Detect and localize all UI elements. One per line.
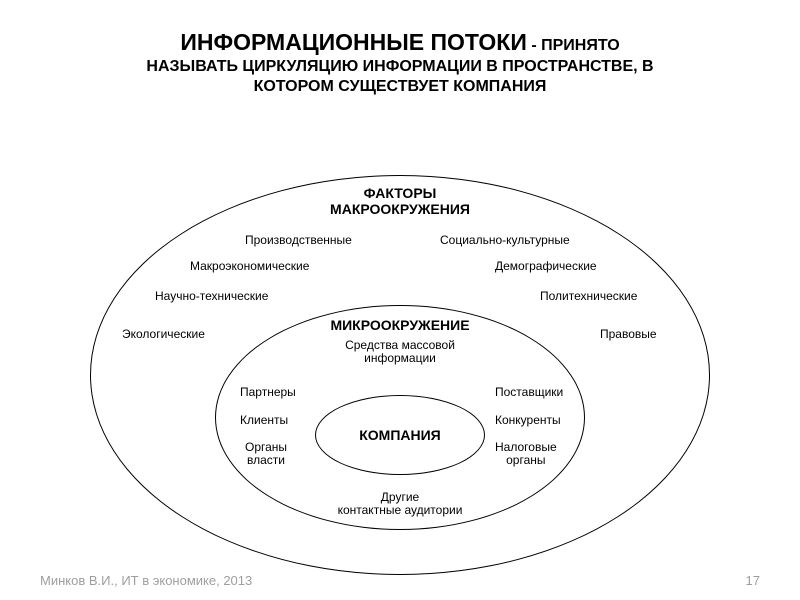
micro-left-3: власти (247, 453, 285, 467)
macro-title-l1: ФАКТОРЫ (364, 185, 437, 201)
micro-bottom-l2: контактные аудитории (338, 503, 463, 517)
title-sub-1: - ПРИНЯТО (527, 37, 620, 54)
macro-left-3: Экологические (122, 327, 205, 341)
title-sub-2: НАЗЫВАТЬ ЦИРКУЛЯЦИЮ ИНФОРМАЦИИ В ПРОСТРА… (146, 58, 653, 75)
micro-sub-l2: информации (364, 351, 436, 365)
macro-right-3: Правовые (600, 327, 657, 341)
micro-right-23: Налоговые органы (495, 441, 557, 467)
footer-left: Минков В.И., ИТ в экономике, 2013 (40, 573, 252, 588)
micro-right-1: Конкуренты (495, 413, 561, 427)
macro-right-1: Демографические (495, 259, 597, 273)
title-sub-3: КОТОРОМ СУЩЕСТВУЕТ КОМПАНИЯ (254, 78, 547, 95)
footer-right: 17 (746, 573, 760, 588)
macro-left-1: Макроэкономические (190, 259, 309, 273)
micro-right-3: органы (506, 453, 545, 467)
micro-sub-l1: Средства массовой (345, 338, 455, 352)
micro-bottom: Другие контактные аудитории (338, 491, 463, 517)
footer: Минков В.И., ИТ в экономике, 2013 17 (40, 573, 760, 588)
macro-right-0: Социально-культурные (440, 233, 570, 247)
micro-left-0: Партнеры (240, 385, 296, 399)
micro-title: МИКРООКРУЖЕНИЕ (330, 317, 469, 333)
macro-title-l2: МАКРООКРУЖЕНИЯ (330, 201, 470, 217)
slide-title: ИНФОРМАЦИОННЫЕ ПОТОКИ - ПРИНЯТО НАЗЫВАТЬ… (0, 0, 800, 97)
title-main: ИНФОРМАЦИОННЫЕ ПОТОКИ (180, 29, 527, 55)
micro-right-0: Поставщики (495, 385, 563, 399)
company-title: КОМПАНИЯ (359, 427, 441, 443)
micro-bottom-l1: Другие (381, 490, 419, 504)
micro-left-23: Органы власти (245, 441, 287, 467)
macro-left-2: Научно-технические (155, 289, 268, 303)
environment-diagram: ФАКТОРЫ МАКРООКРУЖЕНИЯ Производственные … (90, 175, 710, 575)
macro-title: ФАКТОРЫ МАКРООКРУЖЕНИЯ (330, 185, 470, 217)
micro-left-2: Органы (245, 440, 287, 454)
micro-subtitle: Средства массовой информации (345, 339, 455, 365)
macro-left-0: Производственные (245, 233, 352, 247)
macro-right-2: Политехнические (540, 289, 637, 303)
micro-left-1: Клиенты (240, 413, 288, 427)
micro-right-2: Налоговые (495, 440, 557, 454)
